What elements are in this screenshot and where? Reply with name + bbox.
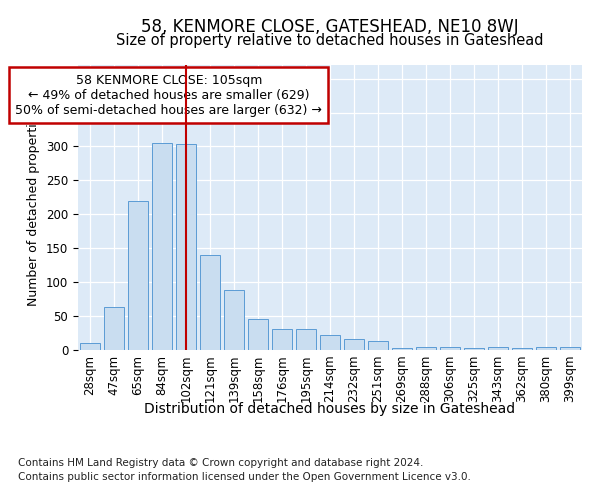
Bar (344, 339, 364, 350)
Bar (128, 200, 148, 350)
Bar (248, 319, 268, 350)
Bar (416, 346, 436, 350)
Text: Contains HM Land Registry data © Crown copyright and database right 2024.: Contains HM Land Registry data © Crown c… (18, 458, 424, 468)
Bar (392, 348, 412, 350)
Bar (152, 143, 172, 350)
Text: Distribution of detached houses by size in Gateshead: Distribution of detached houses by size … (145, 402, 515, 416)
Text: Size of property relative to detached houses in Gateshead: Size of property relative to detached ho… (116, 32, 544, 48)
Bar (560, 348, 580, 350)
Text: 58 KENMORE CLOSE: 105sqm
← 49% of detached houses are smaller (629)
50% of semi-: 58 KENMORE CLOSE: 105sqm ← 49% of detach… (15, 74, 322, 116)
Bar (368, 341, 388, 350)
Bar (80, 343, 100, 350)
Y-axis label: Number of detached properties: Number of detached properties (28, 109, 40, 306)
Bar (320, 335, 340, 350)
Bar (224, 290, 244, 350)
Bar (272, 329, 292, 350)
Text: Contains public sector information licensed under the Open Government Licence v3: Contains public sector information licen… (18, 472, 471, 482)
Bar (440, 348, 460, 350)
Bar (488, 348, 508, 350)
Bar (512, 348, 532, 350)
Text: 58, KENMORE CLOSE, GATESHEAD, NE10 8WJ: 58, KENMORE CLOSE, GATESHEAD, NE10 8WJ (141, 18, 519, 36)
Bar (176, 144, 196, 350)
Bar (464, 348, 484, 350)
Bar (536, 346, 556, 350)
Bar (200, 255, 220, 350)
Bar (104, 307, 124, 350)
Bar (296, 329, 316, 350)
